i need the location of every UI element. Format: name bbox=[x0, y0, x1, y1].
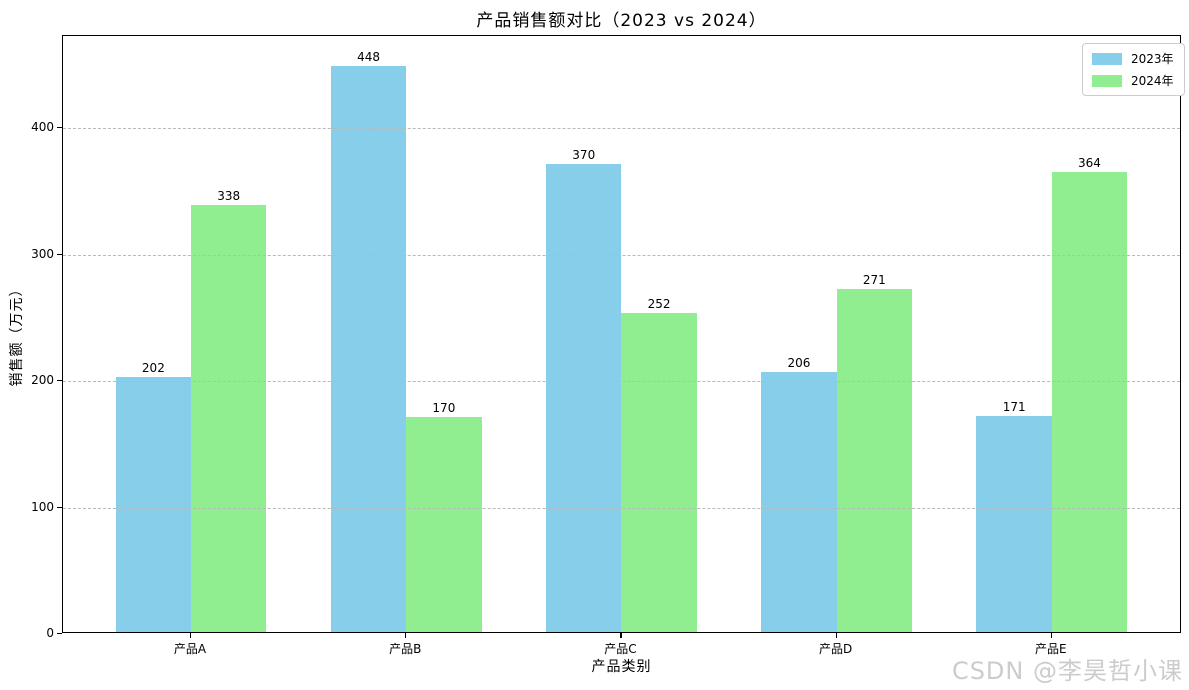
bar-value-label: 252 bbox=[647, 297, 671, 312]
legend-item: 2023年 bbox=[1092, 50, 1174, 67]
bar-value-label: 170 bbox=[432, 401, 456, 416]
y-tick-label: 0 bbox=[46, 626, 54, 640]
y-tick-mark bbox=[57, 380, 62, 382]
bar-value-label: 370 bbox=[572, 148, 596, 163]
bar-value-label: 448 bbox=[357, 49, 381, 64]
bar-2024年-产品A bbox=[191, 204, 267, 632]
bar-value-label: 202 bbox=[141, 360, 165, 375]
y-tick-label: 100 bbox=[31, 499, 54, 514]
y-tick-label: 400 bbox=[31, 120, 54, 135]
y-tick-label: 300 bbox=[31, 246, 54, 261]
bar-2023年-产品B bbox=[330, 65, 407, 632]
legend-label: 2023年 bbox=[1131, 52, 1174, 66]
x-tick-mark bbox=[835, 633, 837, 638]
plot-area: 202 448 370 206 171 338 170 252 271 364 bbox=[62, 35, 1181, 633]
x-tick-mark bbox=[405, 633, 407, 638]
y-tick-mark bbox=[57, 506, 62, 508]
legend: 2023年 2024年 bbox=[1082, 43, 1185, 96]
bar-2023年-产品A bbox=[115, 376, 192, 632]
bar-2024年-产品E bbox=[1051, 171, 1128, 632]
x-tick-mark bbox=[190, 633, 192, 638]
gridline bbox=[63, 128, 1180, 130]
y-tick-mark bbox=[57, 253, 62, 255]
bar-value-label: 364 bbox=[1078, 155, 1101, 170]
x-tick-mark bbox=[620, 633, 622, 638]
bar-2023年-产品E bbox=[976, 415, 1052, 632]
bar-2024年-产品B bbox=[406, 417, 482, 632]
x-tick-mark bbox=[1050, 633, 1052, 638]
legend-item: 2024年 bbox=[1092, 72, 1174, 89]
legend-label: 2024年 bbox=[1131, 74, 1174, 88]
y-axis-label: 销售额（万元） bbox=[9, 281, 25, 387]
legend-swatch-2024年 bbox=[1092, 74, 1122, 87]
y-tick-label: 200 bbox=[31, 373, 54, 388]
x-tick-label: 产品C bbox=[604, 642, 637, 656]
bar-value-label: 271 bbox=[862, 273, 886, 288]
bar-2023年-产品C bbox=[546, 164, 622, 632]
bar-value-label: 338 bbox=[217, 188, 241, 203]
x-tick-label: 产品D bbox=[818, 642, 853, 656]
bar-2023年-产品D bbox=[761, 371, 837, 632]
x-tick-label: 产品B bbox=[389, 642, 422, 656]
chart-title: 产品销售额对比（2023 vs 2024） bbox=[476, 11, 767, 31]
y-tick-mark bbox=[57, 633, 62, 635]
y-tick-mark bbox=[57, 127, 62, 129]
gridline bbox=[63, 507, 1180, 509]
x-tick-label: 产品E bbox=[1035, 642, 1067, 656]
watermark: CSDN @李昊哲小课 bbox=[951, 657, 1183, 685]
gridline bbox=[63, 254, 1180, 256]
x-tick-label: 产品A bbox=[173, 642, 207, 656]
bar-2024年-产品C bbox=[621, 313, 697, 632]
x-axis-label: 产品类别 bbox=[591, 659, 652, 675]
gridline bbox=[63, 381, 1180, 383]
bar-value-label: 171 bbox=[1002, 399, 1026, 414]
bar-2024年-产品D bbox=[836, 289, 912, 632]
legend-swatch-2023年 bbox=[1092, 52, 1122, 65]
bar-value-label: 206 bbox=[787, 355, 811, 370]
